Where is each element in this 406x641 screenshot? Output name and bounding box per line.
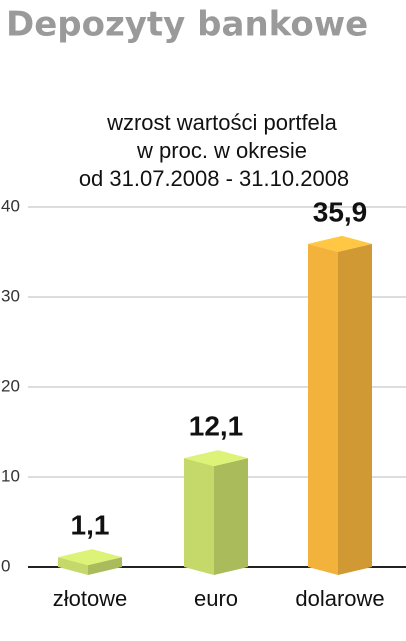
subtitle: w proc. w okresie: [136, 138, 307, 163]
value-label: 35,9: [313, 196, 368, 227]
bar-side: [88, 557, 122, 575]
bar-top: [308, 235, 372, 252]
bar-front: [58, 557, 88, 575]
y-tick-label: 30: [1, 286, 20, 305]
y-tick-label: 40: [1, 196, 20, 215]
x-tick-label: dolarowe: [295, 586, 384, 611]
bar-side: [338, 243, 372, 575]
bar-front: [184, 458, 214, 575]
y-tick-label: 20: [1, 376, 20, 395]
bar-top: [184, 450, 248, 467]
y-tick-label: 10: [1, 466, 20, 485]
value-label: 12,1: [189, 410, 244, 441]
subtitle: od 31.07.2008 - 31.10.2008: [79, 166, 349, 191]
value-label: 1,1: [71, 509, 110, 540]
bar-side: [214, 458, 248, 575]
bar-top: [58, 549, 122, 566]
x-tick-label: złotowe: [53, 586, 128, 611]
chart-title: Depozyty bankowe: [6, 5, 368, 45]
subtitle: wzrost wartości portfela: [106, 110, 338, 135]
x-tick-label: euro: [194, 586, 238, 611]
y-tick-label: 0: [1, 556, 10, 575]
bar-front: [308, 243, 338, 575]
